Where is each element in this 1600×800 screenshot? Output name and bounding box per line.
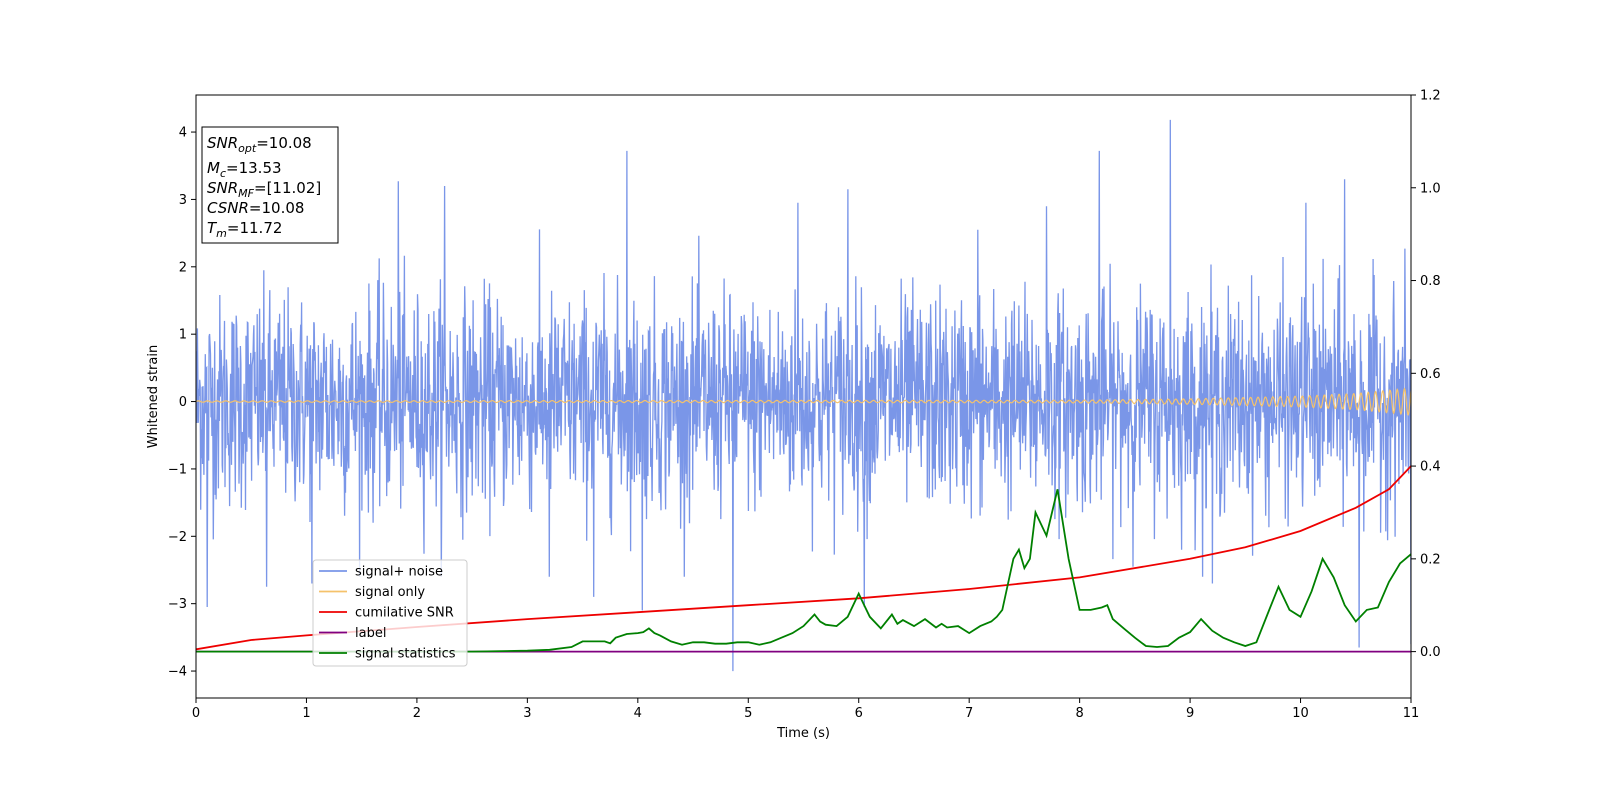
x-tick-label: 2 [413, 706, 421, 721]
y-right-tick-label: 0.6 [1420, 367, 1441, 382]
series-signal-noise-line [196, 119, 1411, 672]
info-box-line: Tm=11.72 [207, 219, 282, 240]
y-right-tick-label: 0.4 [1420, 460, 1441, 475]
y-tick-label: 2 [179, 260, 187, 275]
x-tick-label: 10 [1292, 706, 1309, 721]
x-tick-label: 7 [965, 706, 973, 721]
y-tick-label: 1 [179, 328, 187, 343]
legend-entry-label: cumilative SNR [355, 606, 454, 621]
series-signal-statistics-line [196, 489, 1411, 653]
y-right-tick-label: 0.8 [1420, 274, 1441, 289]
x-tick-label: 8 [1075, 706, 1083, 721]
legend-entry-label: signal+ noise [355, 565, 443, 580]
axes: 0 1 2 3 4 5 6 7 8 9 10 11 −4 −3 −2 −1 0 1 2 3 4 0.0 0.2 0.4 0.6 0… [168, 89, 1441, 722]
y-axis-label: Whitened strain [146, 345, 161, 448]
x-tick-label: 1 [302, 706, 310, 721]
x-tick-label: 3 [523, 706, 531, 721]
legend: signal+ noise signal only cumilative SNR la… [312, 559, 468, 667]
legend-entry-label: label [355, 626, 386, 641]
x-axis-label: Time (s) [776, 726, 830, 741]
y-tick-label: −1 [168, 462, 187, 477]
series-signal-only-line [196, 387, 1411, 416]
y-right-tick-label: 1.2 [1420, 89, 1441, 104]
x-tick-label: 11 [1403, 706, 1420, 721]
y-right-tick-label: 0.0 [1420, 645, 1441, 660]
y-right-tick-label: 1.0 [1420, 181, 1441, 196]
x-tick-label: 6 [855, 706, 863, 721]
x-tick-label: 0 [192, 706, 200, 721]
y-tick-label: 0 [179, 395, 187, 410]
x-tick-label: 4 [634, 706, 642, 721]
x-tick-label: 9 [1186, 706, 1194, 721]
y-tick-label: −2 [168, 530, 187, 545]
info-box-line: CSNR=10.08 [207, 199, 304, 217]
legend-entry-label: signal statistics [355, 647, 456, 662]
y-tick-label: −3 [168, 597, 187, 612]
y-tick-label: −4 [168, 665, 187, 680]
x-tick-label: 5 [744, 706, 752, 721]
legend-frame [312, 559, 468, 667]
y-tick-label: 3 [179, 193, 187, 208]
info-box-line: Mc=13.53 [207, 159, 282, 180]
legend-entry-label: signal only [355, 585, 425, 600]
axes-frame [195, 94, 1412, 699]
y-tick-label: 4 [179, 126, 187, 141]
info-box-line: SNRMF=[11.02] [207, 179, 321, 200]
y-right-tick-label: 0.2 [1420, 552, 1441, 567]
info-box-frame [201, 126, 339, 244]
info-box-line: SNRopt=10.08 [207, 134, 312, 155]
info-box: SNRopt=10.08 Mc=13.53SNRMF=[11.02]CSNR=10… [201, 126, 339, 244]
